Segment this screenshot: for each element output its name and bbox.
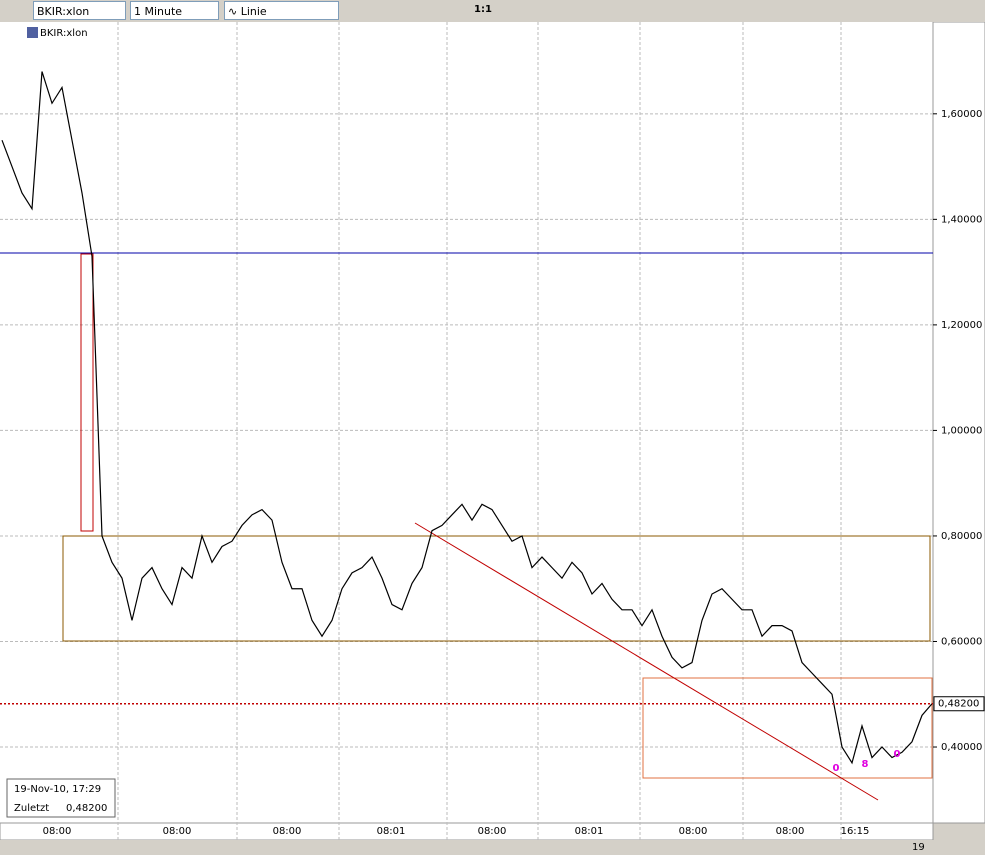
y-tick-label: 0,80000 xyxy=(941,531,982,542)
x-tick-label: 08:00 xyxy=(776,826,805,837)
interval: 1 Minute xyxy=(134,5,183,18)
x-tick-label: 08:00 xyxy=(43,826,72,837)
x-tick-label: 08:00 xyxy=(478,826,507,837)
annotation: 8 xyxy=(862,759,869,770)
y-tick-label: 0,60000 xyxy=(941,636,982,647)
x-tick-label: 08:01 xyxy=(575,826,604,837)
info-box xyxy=(6,778,116,818)
last-price-label: 0,48200 xyxy=(938,699,979,710)
chart-title: BKIR:xlon xyxy=(40,28,88,39)
symbol-icon xyxy=(27,27,38,38)
plot-area xyxy=(0,22,933,823)
toolbar: BKIR:xlon 1 Minute ∿ Linie 1:1 xyxy=(0,0,985,23)
x-tick-label: 16:15 xyxy=(841,826,870,837)
y-tick-label: 1,60000 xyxy=(941,109,982,120)
price-line xyxy=(1,71,933,765)
info-datetime: 19-Nov-10, 17:29 xyxy=(14,784,101,795)
footer-day: 19 xyxy=(912,842,925,853)
info-value: 0,48200 xyxy=(66,803,107,814)
annotation: 0 xyxy=(833,763,840,774)
y-axis-area xyxy=(932,22,985,824)
y-tick-label: 1,00000 xyxy=(941,425,982,436)
info-label: Zuletzt xyxy=(14,803,49,814)
y-tick-label: 0,40000 xyxy=(941,742,982,753)
symbol: BKIR:xlon xyxy=(37,5,90,18)
style: Linie xyxy=(240,5,267,18)
drop-box xyxy=(80,253,94,532)
style-select[interactable]: ∿ Linie xyxy=(224,1,339,20)
annotation: 0 xyxy=(894,749,901,760)
bottom-box xyxy=(642,677,933,779)
x-tick-label: 08:00 xyxy=(679,826,708,837)
x-tick-label: 08:00 xyxy=(273,826,302,837)
y-tick-label: 1,40000 xyxy=(941,214,982,225)
zoom-button[interactable]: 1:1 xyxy=(474,4,492,15)
interval-select[interactable]: 1 Minute xyxy=(130,1,219,20)
x-tick-label: 08:01 xyxy=(377,826,406,837)
chart: BKIR:xlon 19-Nov-10, 17:29 Zuletzt 0,482… xyxy=(0,22,985,855)
x-tick-label: 08:00 xyxy=(163,826,192,837)
symbol-field[interactable]: BKIR:xlon xyxy=(33,1,126,20)
scrollbar[interactable] xyxy=(0,840,985,855)
last-price-tag xyxy=(933,696,985,712)
y-tick-label: 1,20000 xyxy=(941,320,982,331)
trend-line xyxy=(414,522,879,801)
range-box xyxy=(62,535,931,642)
